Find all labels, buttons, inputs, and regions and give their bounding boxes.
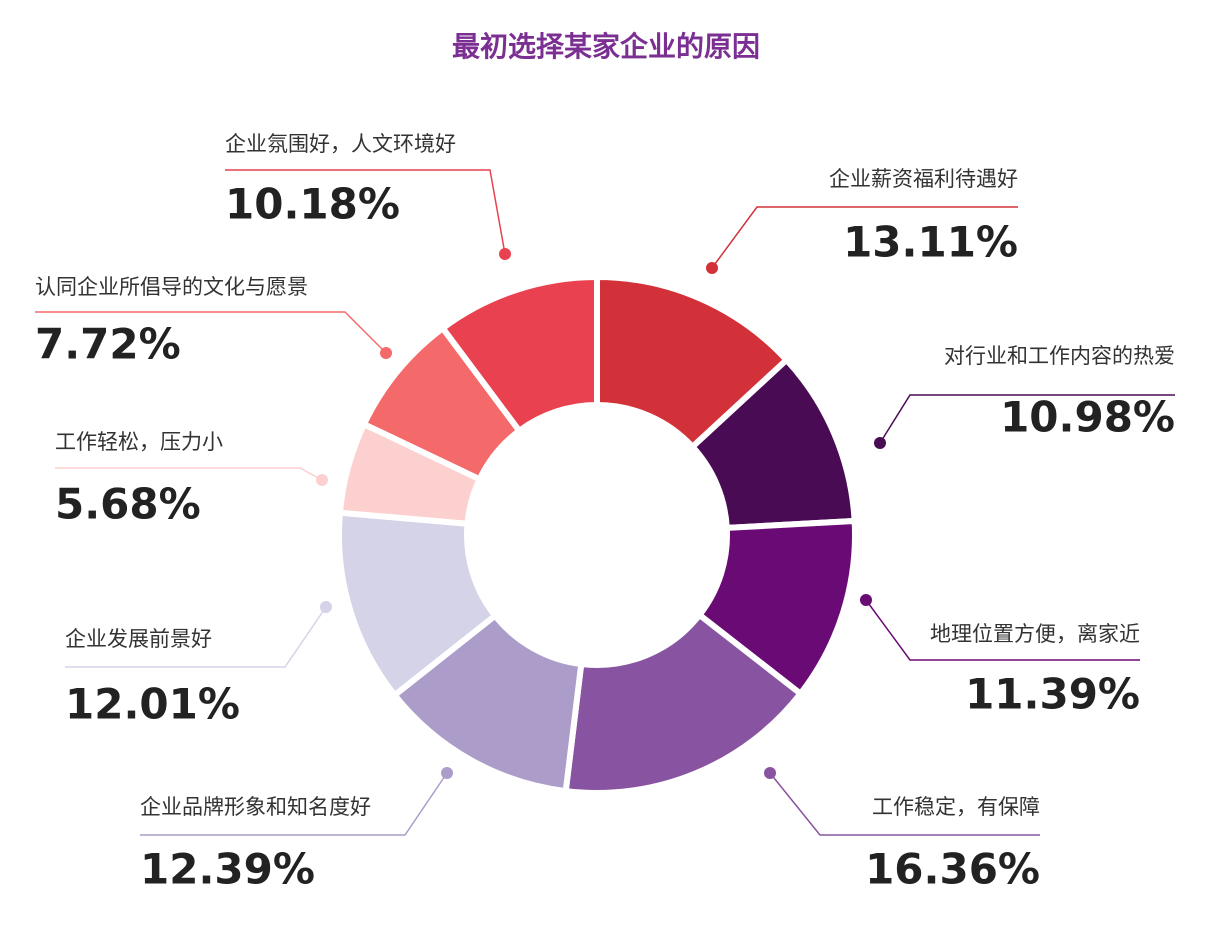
leader-line	[769, 772, 1040, 836]
category-label: 工作轻松，压力小	[55, 430, 223, 454]
leader-line	[225, 169, 506, 255]
leader-line	[140, 772, 448, 836]
leader-line	[35, 311, 387, 354]
slice	[562, 610, 805, 796]
leader-dot	[874, 437, 886, 449]
leader-dot	[320, 601, 332, 613]
value-label: 13.11%	[843, 218, 1018, 267]
leader-dot	[316, 474, 328, 486]
value-label: 5.68%	[55, 480, 201, 529]
value-label: 12.01%	[65, 680, 240, 729]
leader-dot	[860, 594, 872, 606]
category-label: 地理位置方便，离家近	[930, 622, 1140, 646]
category-label: 企业发展前景好	[65, 627, 212, 651]
value-label: 12.39%	[140, 845, 315, 894]
category-label: 认同企业所倡导的文化与愿景	[35, 275, 308, 299]
leader-line	[65, 606, 327, 668]
leader-line	[865, 599, 1140, 661]
value-label: 16.36%	[865, 845, 1040, 894]
category-label: 企业品牌形象和知名度好	[140, 795, 371, 819]
category-label: 企业薪资福利待遇好	[829, 167, 1018, 191]
chart-title: 最初选择某家企业的原因	[452, 30, 760, 63]
slice	[438, 273, 600, 435]
leader-line	[879, 394, 1175, 444]
leader-dot	[499, 248, 511, 260]
leader-line	[711, 206, 1018, 269]
category-label: 对行业和工作内容的热爱	[944, 344, 1175, 368]
value-label: 10.18%	[225, 180, 400, 229]
value-label: 11.39%	[965, 670, 1140, 719]
leader-dot	[380, 347, 392, 359]
leader-line	[55, 467, 323, 481]
value-label: 7.72%	[35, 320, 181, 369]
leader-dot	[441, 767, 453, 779]
leader-dot	[706, 262, 718, 274]
category-label: 企业氛围好，人文环境好	[225, 132, 456, 156]
value-label: 10.98%	[1000, 393, 1175, 442]
category-label: 工作稳定，有保障	[872, 795, 1040, 819]
leader-dot	[764, 767, 776, 779]
